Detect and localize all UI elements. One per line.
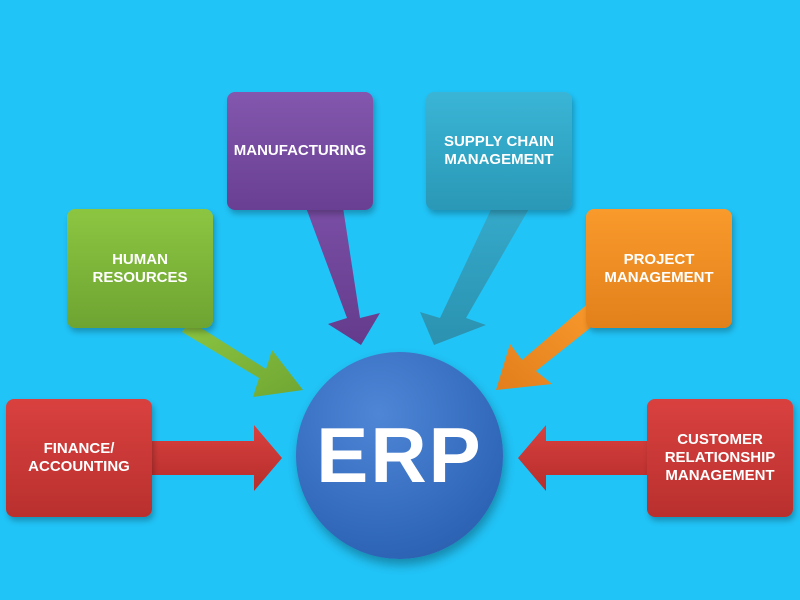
supply-chain-management-box: SUPPLY CHAIN MANAGEMENT [426,92,572,210]
finance-arrow [150,425,282,491]
erp-label: ERP [316,411,483,499]
erp-circle: ERP [296,352,503,559]
finance-accounting-box: FINANCE/ ACCOUNTING [6,399,152,517]
supply-chain-arrow [420,201,530,345]
human-resources-arrow [182,321,303,397]
supply-chain-management-label: SUPPLY CHAIN MANAGEMENT [443,133,555,168]
project-management-label: PROJECT MANAGEMENT [604,250,714,286]
customer-relationship-management-box: CUSTOMER RELATIONSHIP MANAGEMENT [647,399,793,517]
human-resources-box: HUMAN RESOURCES [67,209,213,328]
manufacturing-box: MANUFACTURING [227,92,373,210]
customer-relationship-management-label: CUSTOMER RELATIONSHIP MANAGEMENT [664,431,776,484]
manufacturing-label: MANUFACTURING [233,142,367,159]
finance-accounting-label: FINANCE/ ACCOUNTING [28,440,130,475]
project-management-box: PROJECT MANAGEMENT [586,209,732,328]
human-resources-label: HUMAN RESOURCES [92,250,188,286]
crm-arrow [518,425,650,491]
project-arrow [496,302,604,390]
manufacturing-arrow [305,201,380,345]
